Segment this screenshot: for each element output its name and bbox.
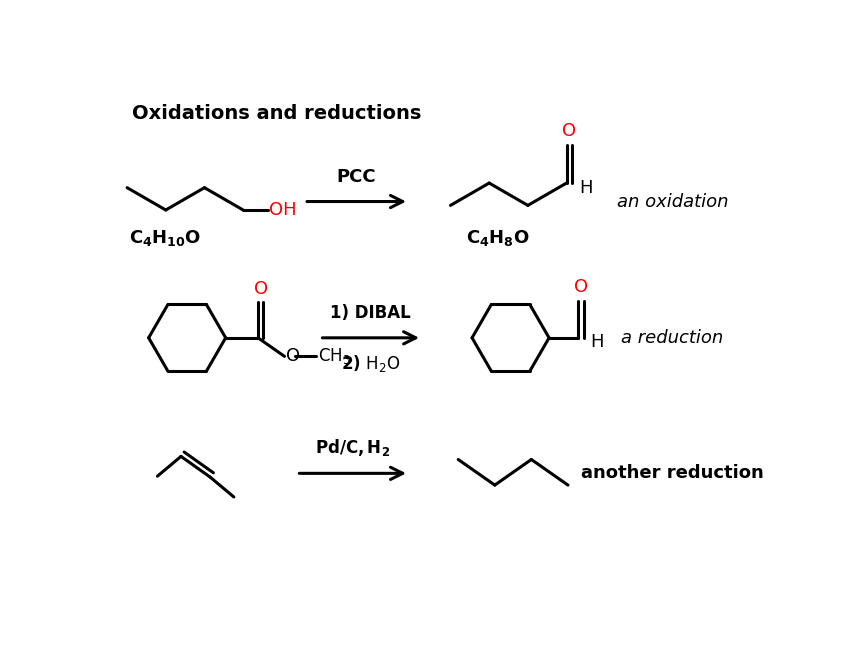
Text: an oxidation: an oxidation [617,193,728,210]
Text: Oxidations and reductions: Oxidations and reductions [131,103,421,123]
Text: 1) DIBAL: 1) DIBAL [330,304,411,323]
Text: H: H [591,333,604,351]
Text: another reduction: another reduction [581,464,764,482]
Text: O: O [286,347,300,366]
Text: O: O [562,122,576,140]
Text: $\mathbf{C_4H_{10}O}$: $\mathbf{C_4H_{10}O}$ [130,228,202,249]
Text: $\mathbf{Pd/C, H_2}$: $\mathbf{Pd/C, H_2}$ [315,437,391,458]
Text: PCC: PCC [337,168,377,186]
Text: $\mathbf{C_4H_8O}$: $\mathbf{C_4H_8O}$ [467,228,530,249]
Text: O: O [254,280,268,298]
Text: O: O [574,278,588,296]
Text: H: H [579,179,593,197]
Text: $\mathsf{CH_3}$: $\mathsf{CH_3}$ [318,346,351,366]
Text: a reduction: a reduction [621,329,723,347]
Text: 2) $\mathsf{H_2O}$: 2) $\mathsf{H_2O}$ [341,353,401,374]
Text: OH: OH [270,201,297,219]
